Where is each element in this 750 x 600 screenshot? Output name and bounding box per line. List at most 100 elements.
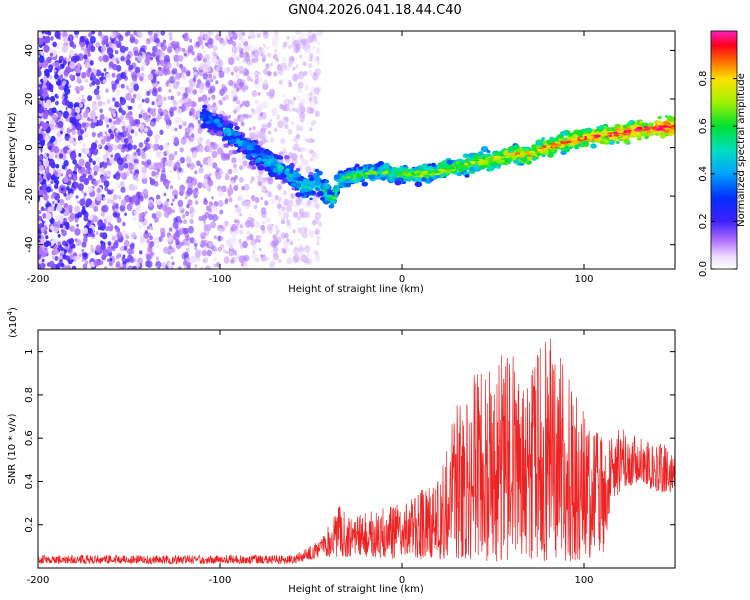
spectrogram-noise-mark [117,228,120,232]
spectrogram-ridge-mark [615,141,620,144]
spectrogram-noise-mark [87,117,91,122]
snr-x-tick-label: 100 [574,575,593,586]
spectrogram-noise-mark [250,109,257,116]
spectrogram-noise-mark [69,116,76,124]
spectrogram-noise-mark [274,35,280,42]
spectrogram-noise-mark [302,38,308,46]
spectrogram-peak-mark [529,150,535,154]
spectrogram-noise-mark [159,129,164,135]
spectrogram-ridge-mark [264,148,270,154]
spectrogram-ridge-mark [309,186,314,190]
spectrogram-noise-mark [99,232,104,238]
spectrogram-peak-mark [616,130,624,134]
spectrogram-peak-mark [613,133,619,137]
spectrogram-noise-mark [278,79,284,86]
spectrogram-noise-mark [164,181,170,188]
spectrogram-noise-mark [52,62,56,67]
spectrogram-noise-mark [256,174,262,181]
spectrogram-noise-mark [54,126,58,131]
spectrogram-noise-mark [260,207,267,215]
spectrogram-ridge-mark [445,169,451,174]
spectrogram-noise-mark [200,232,207,240]
spectrogram-ridge-mark [213,118,221,124]
spectrogram-noise-mark [124,212,127,216]
spectrogram-noise-mark [60,249,65,254]
spectrogram-noise-mark [69,49,75,56]
spectrogram-noise-mark [247,164,251,169]
spectrogram-noise-mark [168,161,173,166]
spectrogram-noise-mark [263,79,268,86]
snr-x-tick-label: -100 [209,575,232,586]
spectrogram-noise-mark [215,167,220,173]
spectrogram-noise-mark [44,247,48,251]
spectrogram-noise-mark [132,194,139,203]
spectrogram-noise-mark [95,231,99,236]
spectrogram-noise-mark [103,68,107,72]
spectrogram-noise-mark [38,50,41,55]
spectrogram-noise-mark [76,76,81,81]
spectrogram-ridge-mark [579,140,585,145]
spectrogram-ridge-mark [382,162,390,169]
spectrogram-noise-mark [100,139,106,145]
spectrogram-ridge-mark [614,123,621,129]
spectrogram-noise-mark [103,180,110,188]
spectrogram-noise-mark [97,219,103,227]
spectrogram-noise-mark [46,172,52,180]
spectrogram-noise-mark [179,157,185,164]
spectrogram-peak-mark [576,138,581,142]
spectrogram-noise-mark [38,223,42,229]
spectrogram-noise-mark [85,40,90,46]
spectrogram-noise-mark [42,159,50,167]
spectrogram-noise-mark [272,53,278,60]
spectrogram-noise-mark [274,31,279,36]
spectrogram-noise-mark [137,103,143,110]
spectrogram-noise-mark [81,208,86,215]
spectrogram-ridge-mark [294,182,302,188]
spectrogram-noise-mark [282,149,286,154]
spectrogram-ridge-mark [233,143,239,147]
spectrogram-noise-mark [68,238,75,245]
spectrogram-ridge-mark [619,126,624,129]
spectrogram-ridge-mark [333,174,341,180]
spectrogram-noise-mark [307,35,314,44]
spectrogram-noise-mark [294,254,298,259]
spectrogram-noise-mark [38,38,44,46]
spectrogram-ridge-mark [392,166,398,172]
spectrogram-noise-mark [266,256,270,261]
spectrogram-noise-mark [123,137,129,144]
spectrogram-noise-mark [211,150,218,159]
spectrogram-noise-mark [175,239,180,246]
spectrogram-noise-mark [116,231,123,239]
spectrogram-noise-mark [58,215,64,223]
spectrogram-noise-mark [119,115,124,121]
spectrogram-noise-mark [152,87,157,93]
spectrogram-y-tick-label: 0 [24,144,35,150]
spectrogram-noise-mark [50,225,55,231]
spectrogram-noise-mark [81,94,85,98]
spectrogram-noise-mark [104,131,108,135]
spectrogram-noise-mark [291,74,299,83]
spectrogram-noise-mark [270,249,275,255]
spectrogram-y-label: Frequency (Hz) [7,112,18,188]
spectrogram-peak-mark [431,172,436,175]
spectrogram-noise-mark [112,97,116,102]
spectrogram-noise-mark [189,162,196,170]
spectrogram-noise-mark [258,211,261,216]
spectrogram-noise-mark [314,202,320,210]
spectrogram-peak-mark [456,167,460,170]
spectrogram-noise-mark [239,176,244,183]
spectrogram-noise-mark [310,120,316,127]
spectrogram-noise-mark [125,234,130,240]
spectrogram-noise-mark [90,118,94,123]
spectrogram-noise-mark [84,61,91,69]
spectrogram-noise-mark [70,108,76,115]
spectrogram-noise-mark [106,198,112,204]
spectrogram-noise-mark [180,137,187,145]
spectrogram-noise-mark [313,71,317,77]
spectrogram-noise-mark [74,217,79,223]
spectrogram-noise-mark [93,164,100,173]
spectrogram-noise-mark [220,244,225,250]
spectrogram-noise-mark [282,94,286,98]
spectrogram-noise-mark [155,150,162,158]
spectrogram-noise-mark [261,177,267,184]
